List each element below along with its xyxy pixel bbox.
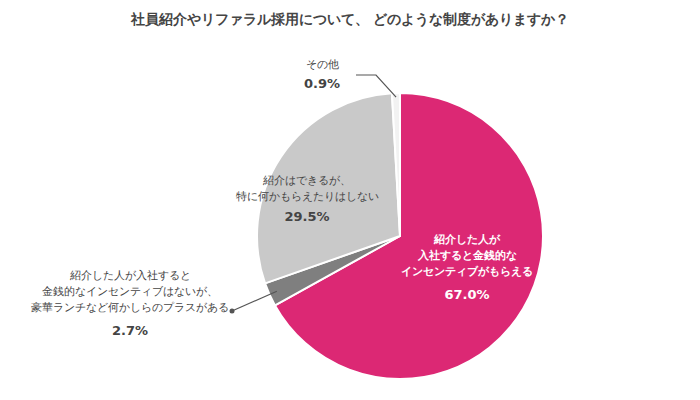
label-line: 豪華ランチなど何かしらのプラスがある	[31, 301, 229, 314]
label-line: 入社すると金銭的な	[417, 249, 517, 262]
label-line: 金銭的なインセンティブはないが、	[42, 285, 218, 298]
slice-value-label: 2.7%	[112, 323, 148, 338]
data-labels: 紹介した人が入社すると金銭的なインセンティブがもらえる 67.0% 紹介した人が入社…	[31, 58, 533, 338]
pie-slice	[392, 93, 400, 236]
slice-value-label: 67.0%	[444, 287, 489, 302]
chart-container: 社員紹介やリファラル採用について、 どのような制度がありますか？紹介した人が入社…	[0, 0, 700, 400]
slice-category-label: その他	[306, 58, 339, 71]
leader-line	[232, 291, 277, 311]
label-line: その他	[306, 58, 339, 71]
slice-value-label: 0.9%	[304, 76, 340, 91]
slice-category-label: 紹介した人が入社すると金銭的なインセンティブはないが、豪華ランチなど何かしらのプ…	[31, 269, 229, 314]
pie-slice	[257, 93, 400, 283]
label-line: 紹介はできるが、	[262, 174, 351, 187]
label-line: 紹介した人が入社すると	[69, 269, 191, 282]
slice-category-label: 紹介した人が入社すると金銭的なインセンティブがもらえる	[401, 233, 533, 278]
label-line: インセンティブがもらえる	[401, 265, 533, 278]
slice-value-label: 29.5%	[284, 209, 329, 224]
chart-title: 社員紹介やリファラル採用について、 どのような制度がありますか？	[130, 11, 570, 28]
slice-category-label: 紹介はできるが、特に何かもらえたりはしない	[236, 174, 379, 203]
leader-line	[356, 75, 396, 97]
label-line: 紹介した人が	[433, 233, 501, 246]
slices	[257, 93, 543, 379]
label-line: 特に何かもらえたりはしない	[236, 190, 379, 203]
chart-svg: 社員紹介やリファラル採用について、 どのような制度がありますか？紹介した人が入社…	[0, 0, 700, 400]
